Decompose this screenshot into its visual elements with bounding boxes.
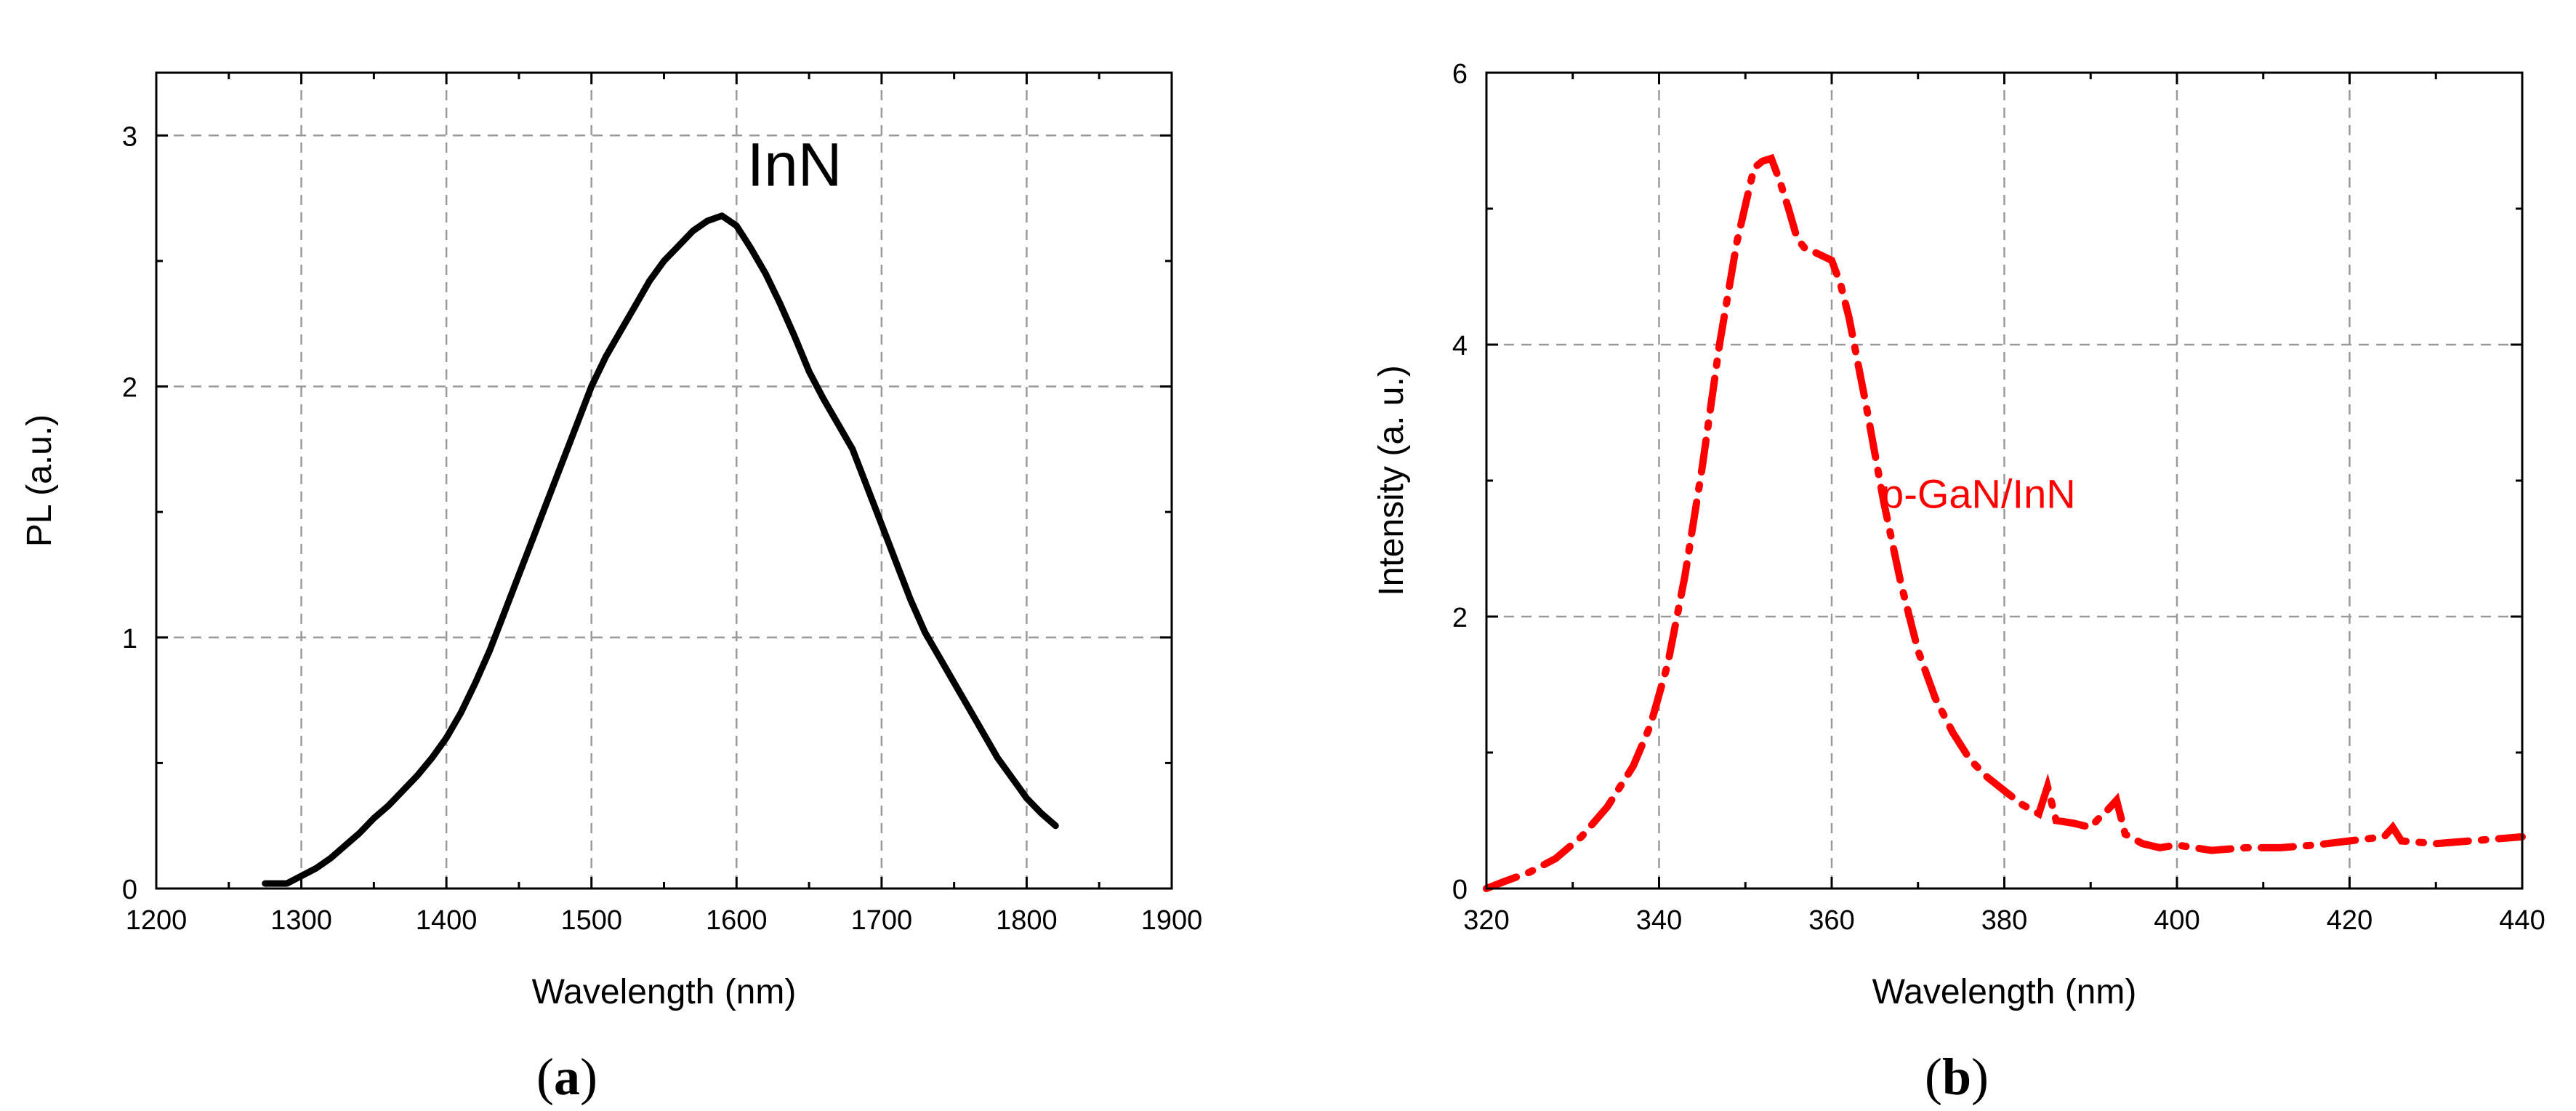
panel-label: (b): [1925, 1048, 1989, 1106]
y-axis-label: PL (a.u.): [20, 414, 59, 547]
panel-label-open-paren: (: [536, 1048, 554, 1106]
plot-frame: [155, 71, 1173, 890]
panel-label-letter: b: [1942, 1048, 1971, 1106]
panel-label-close-paren: ): [580, 1048, 597, 1106]
series-annotation: p-GaN/InN: [1881, 470, 2076, 516]
y-tick-label: 1: [122, 624, 137, 654]
series-annotation: InN: [747, 130, 842, 198]
x-tick-label: 340: [1636, 905, 1682, 936]
data-line-inn: [262, 212, 1059, 887]
x-axis-label: Wavelength (nm): [1872, 973, 2137, 1011]
x-tick-label: 1300: [270, 905, 332, 936]
data-line-p-gan-inn: [1483, 153, 2526, 892]
y-tick-label: 4: [1452, 331, 1468, 361]
x-tick-label: 320: [1463, 905, 1509, 936]
y-tick-label: 0: [1452, 875, 1468, 905]
x-tick-label: 1700: [851, 905, 913, 936]
panel-label-letter: a: [554, 1048, 580, 1106]
panel-label-open-paren: (: [1925, 1048, 1942, 1106]
x-tick-label: 1400: [416, 905, 478, 936]
x-tick-label: 1900: [1141, 905, 1203, 936]
y-axis-label: Intensity (a. u.): [1372, 365, 1411, 595]
x-tick-label: 1200: [126, 905, 188, 936]
x-tick-label: 1500: [560, 905, 622, 936]
y-tick-label: 3: [122, 121, 137, 152]
panel-label: (a): [536, 1048, 597, 1106]
x-tick-label: 400: [2154, 905, 2199, 936]
y-tick-label: 6: [1452, 59, 1468, 89]
x-tick-label: 380: [1981, 905, 2027, 936]
x-axis-label: Wavelength (nm): [532, 973, 797, 1011]
chart-panel-b: 320 340 360 380 400 420 440 0 2 4 6 Wavelength (nm)…: [1372, 59, 2545, 1106]
x-tick-label: 1600: [706, 905, 768, 936]
y-tick-label: 2: [122, 373, 137, 404]
panel-label-close-paren: ): [1971, 1048, 1989, 1106]
x-tick-label: 360: [1808, 905, 1854, 936]
x-tick-label: 420: [2327, 905, 2372, 936]
x-tick-label: 1800: [996, 905, 1058, 936]
y-tick-label: 0: [122, 875, 137, 905]
x-tick-label: 440: [2499, 905, 2545, 936]
chart-panel-a: 1200 1300 1400 1500 1600 1700 1800 1900 0 1 2 3 Wave…: [20, 71, 1203, 1106]
y-tick-label: 2: [1452, 603, 1468, 633]
